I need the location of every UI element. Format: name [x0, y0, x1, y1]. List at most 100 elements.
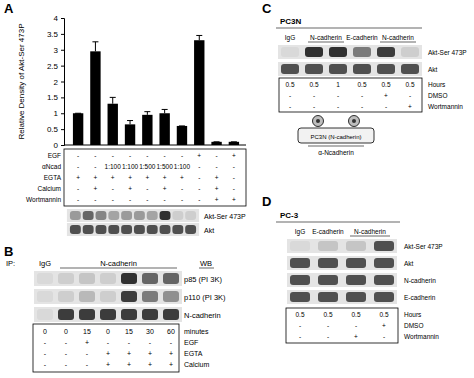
band: [100, 273, 116, 284]
lane-header: IgG: [285, 34, 295, 42]
cell-nucleus: [316, 119, 320, 123]
condition-label: Calcium: [38, 185, 61, 192]
bar: [142, 115, 152, 145]
error-stem: [199, 35, 200, 40]
cell-cartoon: [298, 128, 374, 143]
blot-strip: [67, 223, 199, 236]
blot-label: E-cadherin: [404, 294, 436, 301]
y-tick: 4: [54, 14, 64, 23]
condition-value: +: [197, 152, 201, 159]
band: [70, 211, 81, 220]
error-bar: [92, 42, 98, 52]
y-axis: 00.511.522.533.54: [47, 14, 65, 150]
condition-label: EGTA: [44, 174, 62, 181]
condition-label: Wortmannin: [26, 196, 61, 203]
cell-line: PC3N: [280, 17, 302, 26]
y-tick: 3: [54, 46, 64, 55]
lane-group-line: [60, 268, 177, 269]
lane-group-line: [380, 42, 416, 43]
condition-value: +: [163, 185, 167, 192]
condition-value: +: [232, 152, 236, 159]
blot-strip: [67, 209, 199, 222]
condition-value: -: [355, 322, 357, 329]
error-cap: [214, 141, 220, 142]
band: [353, 64, 371, 74]
condition-value: -: [112, 185, 114, 192]
condition-value: 0.5: [309, 81, 318, 88]
blot-label: N-cadherin: [404, 277, 436, 284]
condition-value: 0: [43, 328, 47, 335]
condition-value: +: [384, 92, 388, 99]
bar: [73, 113, 83, 145]
condition-value: +: [232, 196, 236, 203]
bar: [177, 126, 187, 145]
condition-value: 1:100: [105, 163, 122, 170]
band: [58, 291, 74, 302]
y-tick: 1: [54, 109, 64, 118]
condition-value: +: [128, 174, 132, 181]
band: [121, 211, 132, 220]
y-tick-mark: [61, 82, 64, 83]
condition-value: +: [145, 174, 149, 181]
condition-value: -: [198, 163, 200, 170]
band: [318, 258, 338, 268]
condition-value: -: [299, 322, 301, 329]
lane-group-line: [308, 42, 344, 43]
band: [147, 211, 158, 220]
band: [346, 275, 366, 285]
band: [163, 273, 179, 284]
band: [290, 275, 310, 285]
blot-label: Akt: [204, 227, 214, 234]
error-bar: [75, 113, 81, 114]
blot-strip: [278, 62, 422, 76]
band: [100, 309, 116, 320]
condition-value: +: [169, 350, 173, 357]
condition-label: EGF: [48, 152, 61, 159]
condition-value: -: [313, 92, 315, 99]
condition-value: +: [111, 174, 115, 181]
condition-value: -: [289, 103, 291, 110]
cartoon-label: PC3N (N-cadherin): [310, 134, 361, 140]
blot-label: Akt-Ser 473P: [404, 243, 443, 250]
condition-value: -: [361, 92, 363, 99]
band: [185, 225, 196, 234]
blot-strip: [34, 271, 182, 286]
condition-value: -: [77, 163, 79, 170]
condition-value: -: [181, 185, 183, 192]
band: [134, 211, 145, 220]
table-box: [286, 308, 398, 343]
condition-value: -: [129, 196, 131, 203]
lane-header: E-cadherin: [312, 228, 344, 235]
condition-value: 0: [64, 328, 68, 335]
band: [185, 211, 196, 220]
condition-value: -: [289, 92, 291, 99]
error-stem: [112, 97, 113, 103]
band: [374, 292, 394, 302]
panel-label: B: [4, 244, 13, 259]
band: [160, 211, 171, 220]
error-bar: [196, 35, 202, 40]
condition-value: +: [215, 196, 219, 203]
condition-value: +: [215, 174, 219, 181]
error-bar: [144, 112, 150, 115]
condition-value: -: [129, 152, 131, 159]
band: [401, 47, 419, 57]
panel-a: A00.511.522.533.54Relative Density of Ak…: [4, 1, 246, 236]
bar: [125, 124, 135, 145]
lane-group-line: [350, 236, 390, 237]
antibody-bracket: [308, 146, 364, 147]
condition-value: +: [148, 350, 152, 357]
band: [83, 225, 94, 234]
band: [96, 211, 107, 220]
band: [79, 309, 95, 320]
condition-value: -: [409, 92, 411, 99]
lane-header: N-cadherin: [382, 34, 414, 41]
condition-value: 0.5: [381, 81, 390, 88]
condition-value: -: [337, 92, 339, 99]
condition-value: -: [299, 333, 301, 340]
condition-value: +: [382, 322, 386, 329]
band: [346, 241, 366, 251]
condition-label: Hours: [404, 311, 422, 318]
band: [79, 273, 95, 284]
y-tick: 2.5: [47, 62, 64, 71]
